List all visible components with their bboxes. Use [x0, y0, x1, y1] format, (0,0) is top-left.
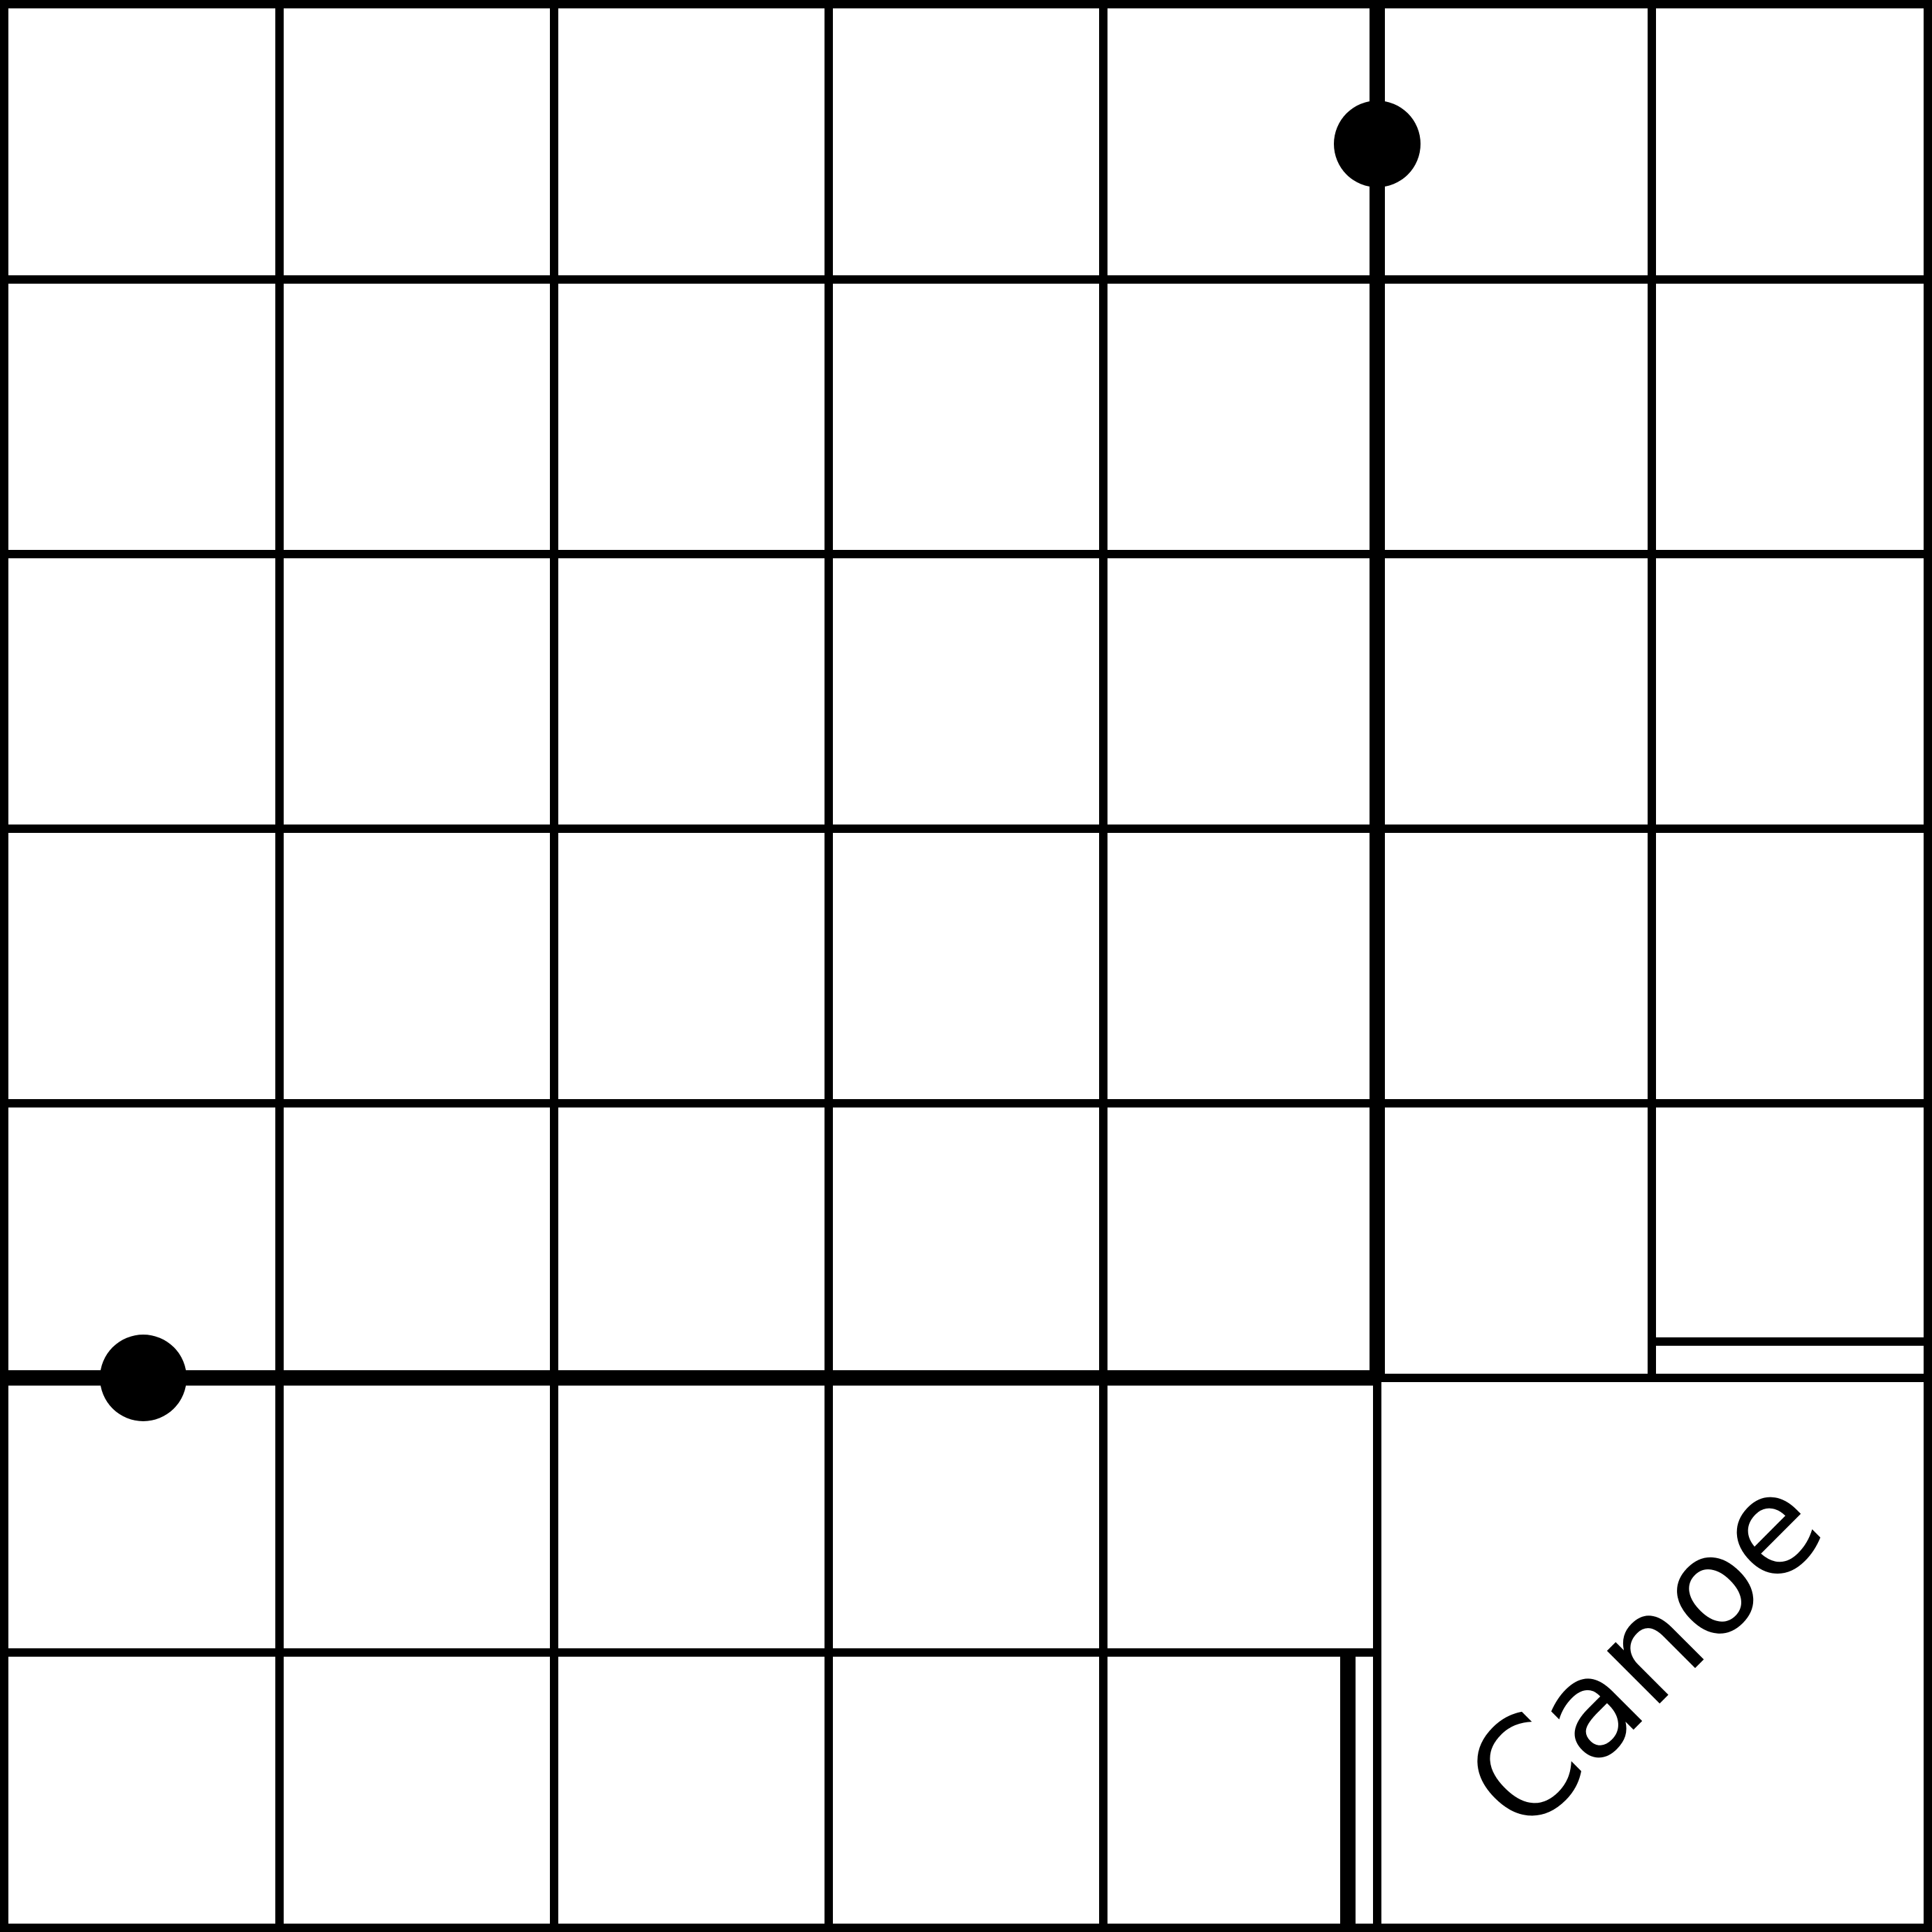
dot-marker-top [1334, 101, 1421, 187]
dot-marker-left [100, 1335, 187, 1421]
grid-lines [4, 4, 1928, 1928]
